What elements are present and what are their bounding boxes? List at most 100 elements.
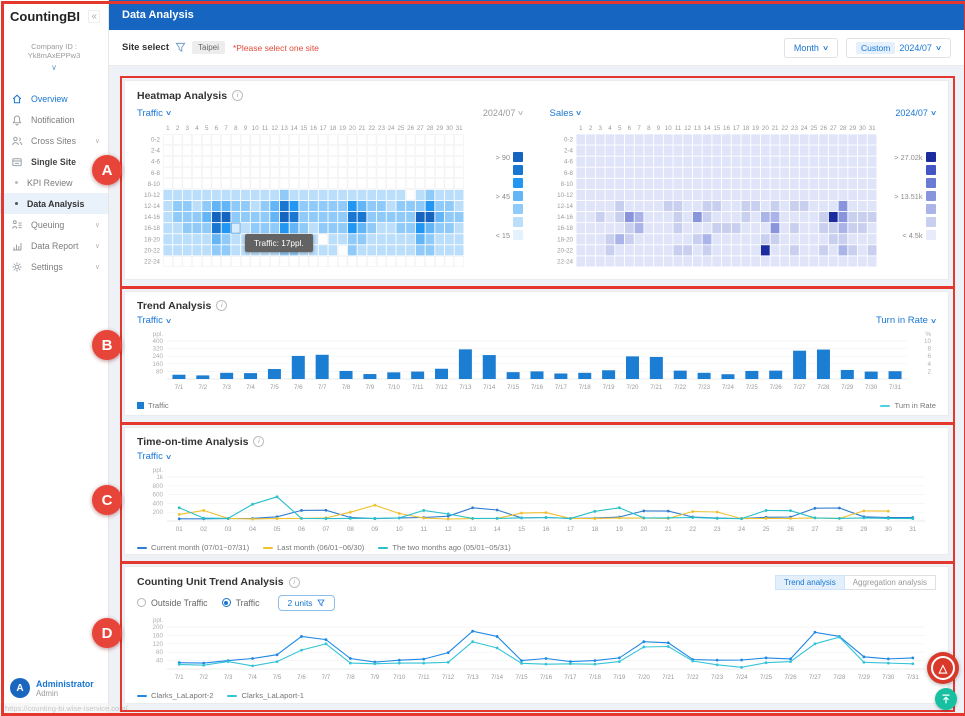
heatmap-cell[interactable] [290,145,299,155]
heatmap-cell[interactable] [663,256,672,266]
heatmap-cell[interactable] [867,245,876,255]
heatmap-cell[interactable] [712,145,721,155]
heatmap-cell[interactable] [241,168,250,178]
heatmap-cell[interactable] [722,223,731,233]
heatmap-cell[interactable] [673,234,682,244]
heatmap-cell[interactable] [260,179,269,189]
heatmap-cell[interactable] [270,212,279,222]
heatmap-cell[interactable] [663,134,672,144]
heatmap-cell[interactable] [838,234,847,244]
bar[interactable] [531,371,544,379]
heatmap-cell[interactable] [212,256,221,266]
heatmap-cell[interactable] [231,223,240,233]
heatmap-cell[interactable] [828,190,837,200]
heatmap-cell[interactable] [809,134,818,144]
heatmap-cell[interactable] [377,212,386,222]
heatmap-cell[interactable] [809,223,818,233]
heatmap-cell[interactable] [183,212,192,222]
heatmap-cell[interactable] [455,256,464,266]
counting-unit-line-chart[interactable]: ppl.40801201602007/17/27/37/47/57/67/77/… [137,614,935,684]
heatmap-cell[interactable] [445,201,454,211]
sidebar-item-overview[interactable]: Overview [0,88,108,109]
heatmap-cell[interactable] [644,256,653,266]
heatmap-cell[interactable] [406,157,415,167]
heatmap-cell[interactable] [673,168,682,178]
time-on-time-line-chart[interactable]: ppl.2004006008001k0102030405060708091011… [137,464,935,536]
legend-item[interactable]: Clarks_LaLaport-2 [137,691,213,700]
heatmap-cell[interactable] [319,190,328,200]
heatmap-cell[interactable] [790,179,799,189]
heatmap-cell[interactable] [222,190,231,200]
heatmap-cell[interactable] [838,201,847,211]
heatmap-cell[interactable] [586,223,595,233]
heatmap-cell[interactable] [857,212,866,222]
heatmap-cell[interactable] [426,157,435,167]
heatmap-cell[interactable] [586,212,595,222]
heatmap-cell[interactable] [751,245,760,255]
heatmap-cell[interactable] [838,168,847,178]
heatmap-cell[interactable] [741,179,750,189]
bar[interactable] [316,355,329,379]
heatmap-cell[interactable] [358,245,367,255]
heatmap-cell[interactable] [615,223,624,233]
heatmap-cell[interactable] [741,134,750,144]
heatmap-cell[interactable] [328,256,337,266]
heatmap-cell[interactable] [722,145,731,155]
heatmap-cell[interactable] [416,234,425,244]
heatmap-cell[interactable] [299,256,308,266]
heatmap-cell[interactable] [780,134,789,144]
heatmap-cell[interactable] [270,201,279,211]
bar[interactable] [817,350,830,379]
sidebar-item-single-site[interactable]: Single Site∧ [0,151,108,172]
heatmap-cell[interactable] [338,134,347,144]
heatmap-cell[interactable] [731,256,740,266]
heatmap-cell[interactable] [799,212,808,222]
heatmap-cell[interactable] [299,134,308,144]
heatmap-cell[interactable] [731,223,740,233]
heatmap-cell[interactable] [396,201,405,211]
heatmap-cell[interactable] [770,145,779,155]
heatmap-cell[interactable] [683,145,692,155]
heatmap-cell[interactable] [299,190,308,200]
heatmap-cell[interactable] [367,256,376,266]
heatmap-cell[interactable] [455,179,464,189]
heatmap-cell[interactable] [270,157,279,167]
heatmap-cell[interactable] [387,245,396,255]
heatmap-cell[interactable] [702,190,711,200]
trend-right-metric-dropdown[interactable]: Turn in Rate ∨ [876,315,936,326]
heatmap-cell[interactable] [683,179,692,189]
heatmap-cell[interactable] [828,201,837,211]
heatmap-cell[interactable] [673,201,682,211]
heatmap-cell[interactable] [799,157,808,167]
heatmap-cell[interactable] [212,190,221,200]
legend-item[interactable]: Turn in Rate [880,401,936,410]
heatmap-cell[interactable] [406,212,415,222]
heatmap-cell[interactable] [634,201,643,211]
heatmap-cell[interactable] [358,190,367,200]
heatmap-cell[interactable] [760,223,769,233]
heatmap-cell[interactable] [309,223,318,233]
heatmap-cell[interactable] [634,145,643,155]
heatmap-cell[interactable] [838,212,847,222]
heatmap-cell[interactable] [712,223,721,233]
heatmap-cell[interactable] [367,223,376,233]
heatmap-cell[interactable] [231,245,240,255]
heatmap-cell[interactable] [367,245,376,255]
heatmap-cell[interactable] [338,190,347,200]
heatmap-cell[interactable] [857,201,866,211]
heatmap-cell[interactable] [455,145,464,155]
heatmap-cell[interactable] [231,212,240,222]
company-chevron-down-icon[interactable]: ∨ [0,63,108,72]
heatmap-cell[interactable] [828,234,837,244]
heatmap-cell[interactable] [328,168,337,178]
heatmap-cell[interactable] [406,168,415,178]
heatmap-cell[interactable] [163,157,172,167]
heatmap-cell[interactable] [202,145,211,155]
heatmap-cell[interactable] [406,134,415,144]
heatmap-cell[interactable] [193,234,202,244]
heatmap-cell[interactable] [290,134,299,144]
heatmap-cell[interactable] [270,256,279,266]
heatmap-cell[interactable] [624,245,633,255]
heatmap-cell[interactable] [193,245,202,255]
heatmap-cell[interactable] [319,245,328,255]
